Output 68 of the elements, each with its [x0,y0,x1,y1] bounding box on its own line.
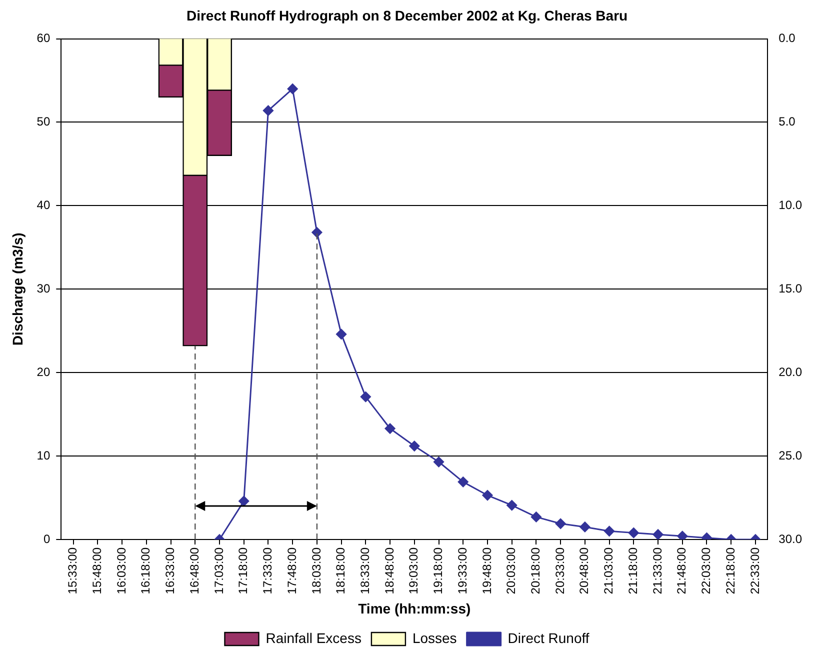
y2-tick-label: 5.0 [778,114,796,129]
y-tick-label: 60 [36,31,50,46]
x-tick-label: 16:48:00 [187,547,202,594]
y-tick-label: 20 [36,364,50,379]
x-tick-label: 17:48:00 [284,547,299,594]
x-tick-label: 16:33:00 [163,547,178,594]
x-tick-label: 19:03:00 [406,547,421,594]
x-tick-label: 20:48:00 [577,547,592,594]
point [434,456,444,468]
x-tick-label: 16:03:00 [114,547,128,594]
point [458,476,468,488]
legend-label: Rainfall Excess [266,630,362,646]
x-tick-label: 21:18:00 [626,547,640,594]
x-tick-label: 19:18:00 [431,547,446,594]
point [262,105,274,116]
x-tick-label: 22:33:00 [748,547,762,594]
x-tick-label: 21:03:00 [602,547,616,594]
y2-tick-label: 15.0 [778,281,802,296]
x-tick-label: 17:03:00 [212,547,226,594]
point [482,490,493,501]
point [336,328,347,340]
point [312,227,322,238]
point [238,496,250,506]
x-tick-label: 19:33:00 [455,547,470,594]
x-tick-label: 18:18:00 [334,547,348,594]
x-tick-label: 19:48:00 [480,547,494,594]
x-tick-label: 17:33:00 [260,547,275,594]
x-tick-label: 18:48:00 [382,547,396,594]
legend-label: Losses [412,630,457,646]
x-tick-label: 20:18:00 [528,547,543,594]
y2-tick-label: 30.0 [778,532,802,546]
x-tick-label: 18:03:00 [309,547,324,594]
x-tick-label: 17:18:00 [236,547,250,594]
x-tick-label: 22:18:00 [723,547,738,594]
point [506,500,518,511]
point [580,522,590,532]
x-tick-label: 21:33:00 [650,547,664,594]
point [360,392,371,402]
y-tick-label: 0 [43,532,50,546]
point [652,529,664,540]
point [287,84,298,94]
point [604,526,615,536]
point [677,530,688,540]
x-tick-label: 15:33:00 [66,547,80,594]
y2-tick-label: 20.0 [778,364,802,379]
x-axis-title: Time (hh:mm:ss) [358,600,471,616]
point [409,440,420,452]
x-tick-label: 22:03:00 [699,547,714,594]
x-tick-label: 20:03:00 [504,547,518,594]
x-tick-label: 20:33:00 [552,547,567,594]
y-axis-title: Discharge (m3/s) [9,232,26,346]
y2-tick-label: 10.0 [778,198,802,212]
point [628,528,639,538]
x-tick-label: 18:33:00 [358,547,372,594]
x-tick-label: 16:18:00 [138,547,153,594]
point [530,512,542,522]
point [555,518,566,529]
y-tick-label: 30 [36,281,50,296]
x-tick-label: 15:48:00 [90,547,104,594]
y-tick-label: 50 [36,114,50,129]
y2-tick-label: 25.0 [778,448,802,462]
chart-title: Direct Runoff Hydrograph on 8 December 2002 at Kg. Cheras Baru [186,7,628,24]
point [384,423,396,434]
y2-tick-label: 0.0 [778,31,796,46]
y-tick-label: 40 [36,198,50,212]
legend-label: Direct Runoff [508,630,590,646]
y-tick-label: 10 [36,448,50,462]
x-tick-label: 21:48:00 [674,547,689,594]
